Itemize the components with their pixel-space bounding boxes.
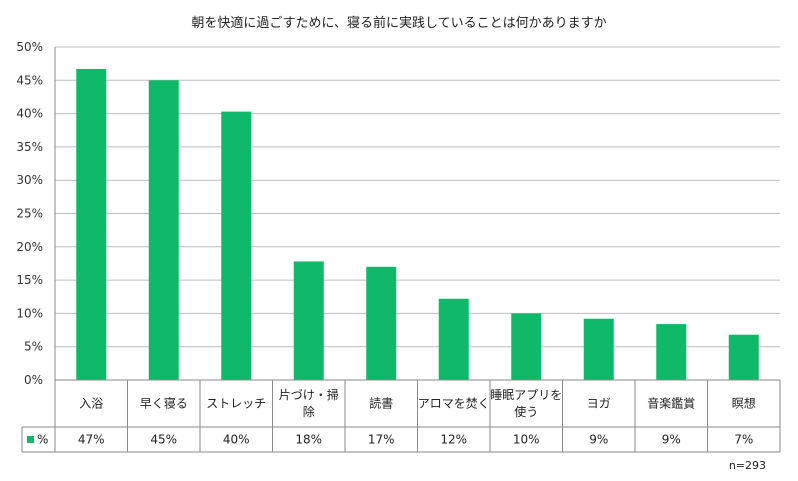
bar bbox=[76, 68, 107, 380]
bar bbox=[438, 298, 469, 380]
data-label: 40% bbox=[223, 433, 250, 447]
data-label: 47% bbox=[78, 433, 105, 447]
bar bbox=[656, 324, 687, 380]
y-tick-label: 5% bbox=[24, 340, 43, 354]
bar bbox=[148, 80, 179, 381]
category-label: 瞑想 bbox=[732, 396, 756, 411]
legend-label: % bbox=[37, 433, 48, 447]
category-label: 音楽鑑賞 bbox=[647, 396, 695, 411]
data-label: 45% bbox=[150, 433, 177, 447]
data-label: 12% bbox=[440, 433, 467, 447]
category-label: ヨガ bbox=[587, 397, 611, 411]
category-label: 睡眠アプリを bbox=[490, 388, 562, 402]
y-tick-label: 20% bbox=[16, 240, 43, 254]
bar bbox=[293, 261, 324, 380]
bar bbox=[366, 266, 397, 380]
sample-size-note: n=293 bbox=[728, 459, 766, 472]
y-tick-label: 0% bbox=[24, 373, 43, 387]
y-tick-label: 10% bbox=[16, 306, 43, 320]
category-label: 片づけ・掃 bbox=[279, 387, 339, 402]
data-label: 17% bbox=[368, 433, 395, 447]
y-tick-label: 45% bbox=[16, 73, 43, 87]
y-tick-label: 35% bbox=[16, 140, 43, 154]
data-label: 7% bbox=[734, 433, 753, 447]
data-label: 18% bbox=[295, 433, 322, 447]
bar bbox=[583, 318, 614, 380]
category-label: アロマを焚く bbox=[418, 397, 490, 411]
y-tick-label: 40% bbox=[16, 107, 43, 121]
data-label: 10% bbox=[513, 433, 540, 447]
bar bbox=[221, 111, 252, 381]
legend-swatch bbox=[27, 436, 34, 443]
data-label: 9% bbox=[589, 433, 608, 447]
bar bbox=[728, 334, 759, 380]
y-tick-label: 30% bbox=[16, 173, 43, 187]
category-label: 読書 bbox=[369, 396, 393, 411]
category-label: 早く寝る bbox=[140, 396, 188, 411]
y-tick-label: 25% bbox=[16, 207, 43, 221]
y-tick-label: 15% bbox=[16, 273, 43, 287]
chart-title: 朝を快適に過ごすために、寝る前に実践していることは何かありますか bbox=[191, 16, 607, 31]
bar bbox=[511, 313, 542, 380]
category-label: ストレッチ bbox=[206, 397, 266, 411]
y-tick-label: 50% bbox=[16, 40, 43, 54]
data-label: 9% bbox=[662, 433, 681, 447]
category-label: 使う bbox=[514, 404, 538, 419]
category-label: 入浴 bbox=[79, 397, 103, 411]
category-label: 除 bbox=[303, 404, 315, 419]
